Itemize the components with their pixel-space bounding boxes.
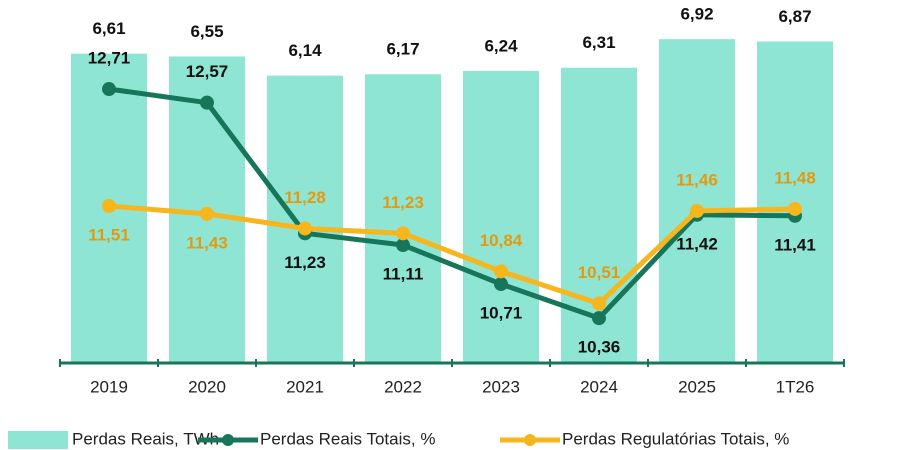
line-marker xyxy=(592,296,606,311)
line-marker xyxy=(690,203,704,218)
bar xyxy=(365,74,441,363)
x-tick-label: 2021 xyxy=(286,377,324,396)
line-label: 11,48 xyxy=(774,168,816,187)
legend-marker xyxy=(524,434,536,446)
line-label: 11,41 xyxy=(774,235,816,254)
line-marker xyxy=(102,199,116,214)
line-label: 11,11 xyxy=(383,265,424,284)
line-marker xyxy=(396,238,410,253)
legend-label: Perdas Reais, TWh xyxy=(72,429,219,448)
bar xyxy=(267,75,343,363)
line-label: 11,23 xyxy=(382,193,424,212)
bar-label: 6,24 xyxy=(484,36,518,55)
line-marker xyxy=(592,311,606,326)
line-marker xyxy=(494,264,508,279)
x-tick-label: 2020 xyxy=(188,377,226,396)
line xyxy=(108,86,796,321)
line xyxy=(108,203,796,307)
x-tick-label: 2022 xyxy=(384,377,422,396)
bar xyxy=(659,39,735,363)
line-label: 11,43 xyxy=(186,233,228,252)
line-label: 10,51 xyxy=(578,263,621,282)
line-label: 11,28 xyxy=(284,188,326,207)
line-marker xyxy=(200,206,214,221)
bar-label: 6,14 xyxy=(288,41,322,60)
line-marker xyxy=(396,226,410,241)
line-label: 12,71 xyxy=(88,49,131,68)
bar-label: 6,17 xyxy=(386,40,419,59)
line-label: 10,71 xyxy=(480,304,523,323)
bar-label: 6,92 xyxy=(680,5,713,24)
line-marker xyxy=(788,201,802,216)
line-label: 10,36 xyxy=(578,338,621,357)
line-label: 12,57 xyxy=(186,62,229,81)
bar-label: 6,55 xyxy=(190,22,223,41)
bar-label: 6,31 xyxy=(582,33,615,52)
legend-label: Perdas Regulatórias Totais, % xyxy=(562,429,789,448)
line-label: 11,23 xyxy=(284,253,326,272)
bar-label: 6,87 xyxy=(778,7,811,26)
bar-label: 6,61 xyxy=(92,19,125,38)
x-tick-label: 2019 xyxy=(90,377,128,396)
line-marker xyxy=(494,277,508,292)
line-label: 11,51 xyxy=(88,226,130,245)
legend-marker xyxy=(222,434,234,446)
x-tick-label: 2025 xyxy=(678,377,716,396)
line-marker xyxy=(298,221,312,236)
x-tick-label: 1T26 xyxy=(776,377,815,396)
x-tick-label: 2023 xyxy=(482,377,520,396)
legend-swatch xyxy=(8,431,68,449)
legend-label: Perdas Reais Totais, % xyxy=(260,429,435,448)
line-marker xyxy=(200,95,214,110)
bar xyxy=(463,70,539,363)
line-marker xyxy=(102,82,116,97)
x-tick-label: 2024 xyxy=(580,377,618,396)
line-label: 11,46 xyxy=(676,170,718,189)
line-label: 11,42 xyxy=(676,234,718,253)
line-label: 10,84 xyxy=(480,231,523,250)
